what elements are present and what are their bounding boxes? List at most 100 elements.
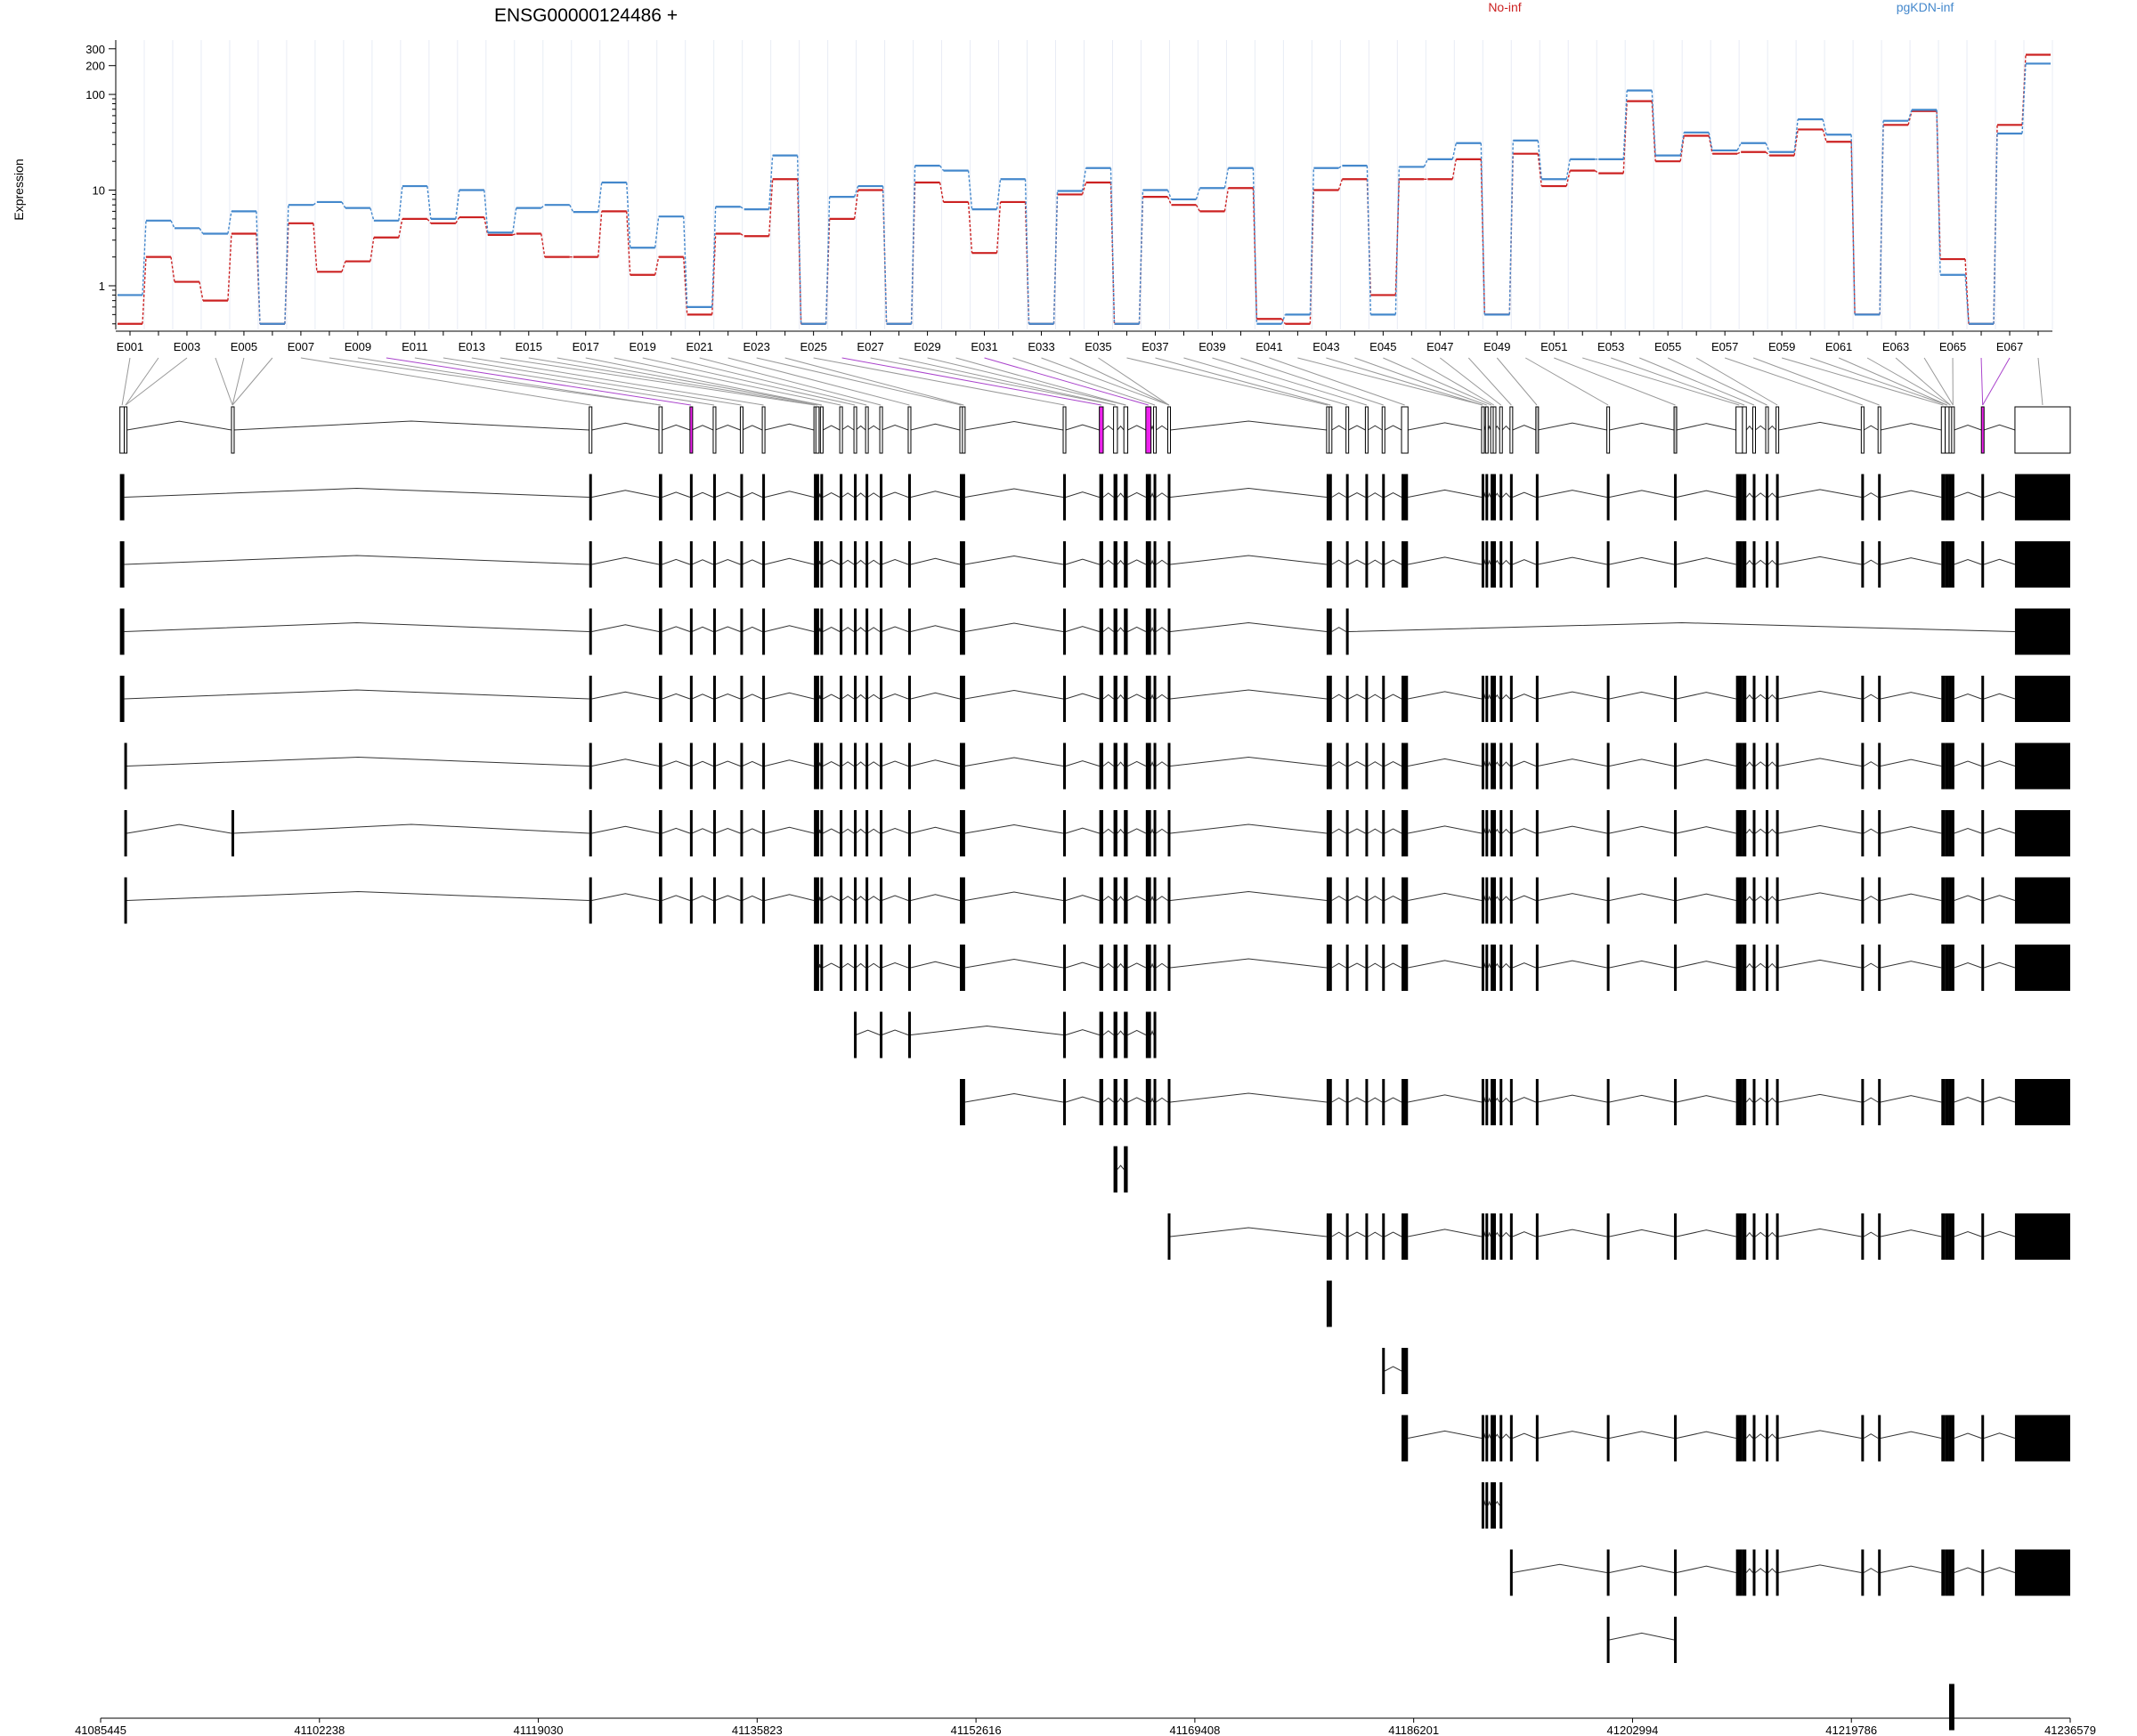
intron xyxy=(1348,1231,1366,1237)
intron xyxy=(764,692,815,700)
exon-block xyxy=(1485,1079,1489,1125)
exon-block xyxy=(1382,474,1385,521)
intron xyxy=(1745,761,1753,767)
intron xyxy=(841,694,855,700)
intron xyxy=(1537,825,1607,834)
series-connector xyxy=(1879,120,1884,315)
series-connector xyxy=(1565,158,1571,180)
intron xyxy=(1983,895,2016,901)
intron xyxy=(124,555,589,565)
intron xyxy=(662,895,691,901)
exon-block xyxy=(740,742,743,790)
intron xyxy=(818,829,821,834)
series-connector xyxy=(654,216,660,248)
exon-block xyxy=(1861,810,1865,856)
legend-no-inf: No-inf xyxy=(1488,0,1521,14)
series-connector xyxy=(938,182,945,203)
exon-block xyxy=(689,608,693,655)
series-connector xyxy=(1907,110,1913,121)
exon-block xyxy=(1145,474,1151,521)
exon-block xyxy=(1167,877,1171,924)
exon-bin xyxy=(962,406,966,454)
genome-tick-label: 41135823 xyxy=(732,1724,783,1736)
intron xyxy=(818,628,821,632)
intron xyxy=(764,826,815,834)
series-connector xyxy=(512,232,517,236)
intron xyxy=(1676,1095,1736,1103)
intron xyxy=(1156,492,1168,498)
intron xyxy=(910,625,961,632)
exon-block xyxy=(1063,676,1067,722)
intron xyxy=(1537,1094,1607,1103)
exon-block xyxy=(1345,945,1349,991)
exon-block xyxy=(854,810,857,856)
exon-block xyxy=(1742,676,1747,722)
bin-link xyxy=(1440,357,1501,406)
series-connector xyxy=(1537,153,1542,187)
intron xyxy=(124,689,589,700)
exon-block xyxy=(1481,810,1484,856)
exon-block xyxy=(2014,1549,2070,1596)
exon-bin xyxy=(819,406,824,454)
exon-block xyxy=(816,742,819,790)
exon-block xyxy=(1499,676,1503,722)
intron xyxy=(714,760,741,767)
bin-link xyxy=(1212,357,1367,406)
exon-block xyxy=(1145,945,1151,991)
expression-series xyxy=(118,53,2051,325)
intron xyxy=(1065,1096,1100,1103)
intron xyxy=(1745,896,1753,901)
exon-block xyxy=(1329,945,1332,991)
intron xyxy=(1676,826,1736,834)
intron xyxy=(867,896,881,901)
exon-bin-label: E047 xyxy=(1426,340,1453,353)
exon-block xyxy=(1941,810,1946,856)
exon-block xyxy=(1485,676,1489,722)
exon-block xyxy=(1752,810,1756,856)
bin-link xyxy=(613,357,841,406)
exon-block xyxy=(1326,742,1329,790)
exon-block xyxy=(1509,1415,1513,1462)
intron xyxy=(1368,828,1383,834)
intron xyxy=(691,626,714,632)
exon-bin-label: E017 xyxy=(573,340,599,353)
exon-block xyxy=(1345,810,1349,856)
exon-block xyxy=(762,676,766,722)
exon-block xyxy=(814,608,817,655)
intron xyxy=(964,958,1064,969)
intron xyxy=(1117,694,1125,700)
exon-block xyxy=(880,810,883,856)
intron xyxy=(1983,961,2016,969)
exon-bin-label: E001 xyxy=(117,340,143,353)
intron xyxy=(910,692,961,700)
exon-block xyxy=(1499,1415,1503,1462)
intron xyxy=(1983,1230,2016,1237)
intron xyxy=(1767,761,1776,767)
exon-block xyxy=(1492,1079,1496,1125)
exon-block xyxy=(1535,810,1539,856)
exon-block xyxy=(1535,474,1539,521)
exon-block xyxy=(1382,676,1385,722)
intron xyxy=(1156,896,1168,901)
intron xyxy=(1863,761,1879,767)
intron xyxy=(1954,895,1982,901)
exon-block xyxy=(1509,945,1513,991)
intron xyxy=(1755,694,1767,700)
exon-block xyxy=(1167,945,1171,991)
exon-block xyxy=(1481,474,1484,521)
exon-block xyxy=(1499,742,1503,790)
series-connector xyxy=(540,204,546,209)
intron xyxy=(1065,558,1100,565)
exon-bin xyxy=(1329,406,1333,454)
intron xyxy=(1368,1097,1383,1103)
intron xyxy=(818,493,821,498)
intron xyxy=(841,492,855,498)
intron xyxy=(1331,425,1346,431)
exon-block xyxy=(907,541,911,588)
legend-pgkdn-inf: pgKDN-inf xyxy=(1897,0,1954,14)
intron xyxy=(1676,961,1736,969)
exon-block xyxy=(1945,1213,1949,1260)
intron xyxy=(1778,690,1862,700)
bin-link xyxy=(125,357,188,406)
series-connector xyxy=(170,220,175,229)
